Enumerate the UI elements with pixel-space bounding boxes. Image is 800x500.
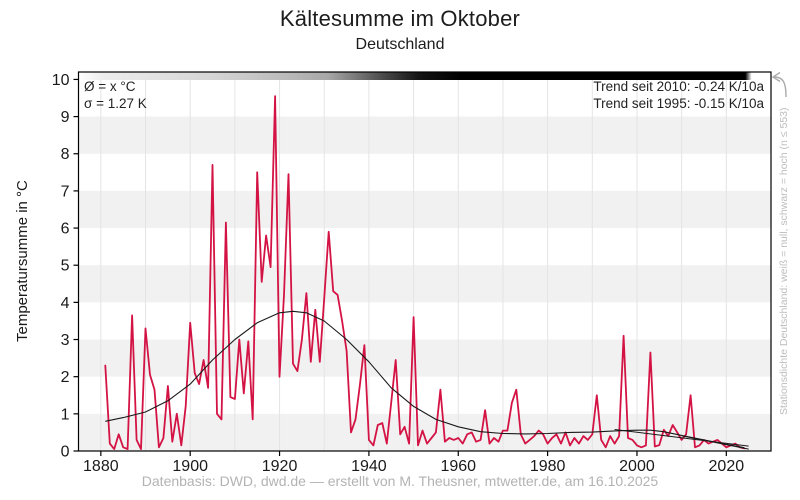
y-tick-label: 10 (52, 72, 70, 89)
y-tick-label: 6 (61, 221, 70, 238)
chart-subtitle: Deutschland (355, 36, 445, 53)
vertical-gridlines (100, 72, 727, 451)
y-tick-label: 5 (61, 258, 70, 275)
density-bar-arrow-icon (773, 76, 787, 98)
y-tick-label: 4 (61, 295, 70, 312)
trend-segment-0 (614, 428, 749, 447)
y-tick-label: 1 (61, 406, 70, 423)
x-tick-label: 1940 (351, 458, 387, 475)
cold-sum-line (104, 95, 746, 451)
band (78, 339, 771, 377)
station-density-caption: Stationsdichte Deutschland: weiß = null,… (778, 107, 790, 416)
y-tick-label: 8 (61, 146, 70, 163)
data-source-footer: Datenbasis: DWD, dwd.de — erstellt von M… (141, 473, 659, 489)
chart-title: Kältesumme im Oktober (279, 6, 521, 31)
x-tick-label: 1880 (83, 458, 119, 475)
x-tick-label: 1900 (172, 458, 208, 475)
x-tick-label: 1920 (262, 458, 298, 475)
lowess-line (105, 310, 745, 449)
x-axis: 1880 1900 1920 1940 1960 1980 2000 2020 (83, 451, 744, 475)
x-tick-label: 1980 (530, 458, 566, 475)
y-axis: 0 1 2 3 4 5 6 7 8 9 10 (52, 72, 79, 461)
y-tick-label: 7 (61, 183, 70, 200)
background-bands (78, 116, 771, 451)
sigma-annotation: σ = 1.27 K (84, 96, 147, 111)
trend-annotation: Trend seit 2010: -0.24 K/10a Trend seit … (593, 78, 764, 112)
y-tick-label: 0 (61, 444, 70, 461)
x-tick-label: 1960 (440, 458, 476, 475)
band (78, 265, 771, 303)
plot-border (77, 71, 772, 452)
y-axis-label: Temperatursumme in °C (14, 180, 31, 343)
mean-annotation: Ø = x °C (84, 79, 136, 94)
density-bar-arrowhead-icon (771, 71, 781, 83)
stats-annotation: Ø = x °C σ = 1.27 K (84, 78, 147, 112)
trend-segment-1 (681, 435, 749, 450)
y-tick-label: 2 (61, 369, 70, 386)
band (78, 116, 771, 154)
band (78, 190, 771, 229)
x-tick-label: 2020 (709, 458, 745, 475)
station-density-bar (78, 72, 771, 80)
trend-since-2010: Trend seit 2010: -0.24 K/10a (593, 79, 764, 94)
trend-since-1995: Trend seit 1995: -0.15 K/10a (593, 96, 764, 111)
y-tick-label: 9 (61, 109, 70, 126)
y-tick-label: 3 (61, 332, 70, 349)
x-tick-label: 2000 (619, 458, 655, 475)
